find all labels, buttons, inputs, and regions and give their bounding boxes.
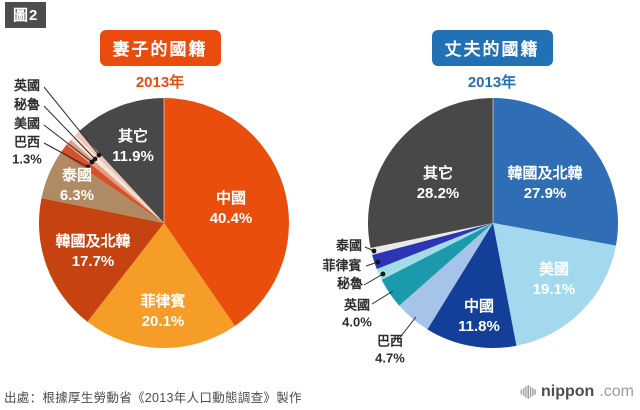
logo-suffix: .com <box>599 383 634 400</box>
pie-1-label-philippines: 菲律賓 <box>322 258 361 273</box>
pie-1-slice-uk <box>381 223 493 306</box>
pie-0-leader-peru <box>43 105 96 160</box>
husband-chart-header: 丈夫的國籍 2013年 <box>368 30 616 92</box>
pie-0-slice-korea <box>39 198 164 322</box>
pie-0-slice-others <box>79 98 164 223</box>
pie-0-dot-uk <box>96 152 102 158</box>
pie-0-slice-thailand <box>41 152 164 223</box>
pie-0-leader-usa <box>43 124 93 163</box>
wife-chart-header: 妻子的國籍 2013年 <box>36 30 284 92</box>
pie-1-label-brazil: 巴西 4.7% <box>375 334 405 366</box>
pie-0-slice-philippines <box>87 223 235 348</box>
pie-1-leader-uk <box>371 290 394 305</box>
pie-1-label-korea: 韓國及北韓 27.9% <box>507 164 582 202</box>
pie-0-label-usa: 美國 <box>14 116 40 131</box>
pie-1-dot-peru <box>380 271 386 277</box>
pie-1-slice-thailand <box>370 223 493 255</box>
source-note: 出處：根據厚生勞動省《2013年人口動態調查》製作 <box>4 391 302 405</box>
pie-1-slice-usa <box>493 223 616 346</box>
pie-0-label-uk: 英國 <box>13 78 40 93</box>
pie-0-label-philippines: 菲律賓 20.1% <box>140 292 185 330</box>
pie-0-label-brazil: 巴西 1.3% <box>12 135 42 167</box>
pie-1-dot-philippines <box>375 259 381 265</box>
logo-name: nippon <box>541 383 595 400</box>
pie-1: 韓國及北韓 27.9% 美國 19.1% 中國 11.8% 巴西 4.7%英國 4.0% 秘魯 菲律… <box>322 98 618 366</box>
pie-1-label-peru: 秘魯 <box>337 276 363 291</box>
pie-0-slice-brazil <box>60 144 164 223</box>
pie-0-label-china: 中國 40.4% <box>210 189 253 227</box>
pie-0-leader-uk <box>43 86 100 156</box>
figure-badge: 圖2 <box>5 2 47 28</box>
soundwave-icon <box>520 385 536 399</box>
pie-1-label-china: 中國 11.8% <box>458 297 500 335</box>
pie-0-label-korea: 韓國及北韓 17.7% <box>55 232 130 270</box>
husband-chart-year: 2013年 <box>467 74 517 91</box>
pie-1-label-thailand: 泰國 <box>335 238 362 253</box>
pie-0-dot-usa <box>89 159 95 165</box>
pie-1-label-others: 其它 28.2% <box>417 164 460 202</box>
pie-1-slice-peru <box>376 223 493 280</box>
pie-1-slice-china <box>427 223 517 349</box>
pie-1-slice-philippines <box>372 223 493 270</box>
pie-0-slice-china <box>164 98 289 326</box>
husband-chart-title: 丈夫的國籍 <box>431 30 553 66</box>
wife-chart-title: 妻子的國籍 <box>99 30 221 66</box>
pie-1-slice-korea <box>493 98 618 246</box>
pie-1-slice-others <box>368 98 493 248</box>
pie-1-leader-brazil <box>397 316 417 341</box>
pie-0-dot-peru <box>92 156 98 162</box>
pie-0-leader-brazil <box>43 142 89 168</box>
wife-chart-year: 2013年 <box>135 74 185 91</box>
pie-0: 中國 40.4% 菲律賓 20.1% 韓國及北韓 17.7% 泰國 6.3% 巴西 1.3% 美國 秘… <box>12 78 289 348</box>
pie-1-label-uk: 英國 4.0% <box>342 298 372 330</box>
pie-1-label-usa: 美國 19.1% <box>533 260 576 298</box>
pie-0-label-thailand: 泰國 6.3% <box>60 166 94 204</box>
pie-0-label-peru: 秘魯 <box>14 97 40 112</box>
pie-0-label-others: 其它 11.9% <box>112 127 154 165</box>
pie-1-dot-thailand <box>371 248 377 254</box>
pie-1-slice-brazil <box>399 223 493 330</box>
nippon-logo: nippon .com <box>520 383 634 401</box>
pie-1-leader-peru <box>363 273 384 286</box>
pie-0-dot-brazil <box>85 164 91 170</box>
